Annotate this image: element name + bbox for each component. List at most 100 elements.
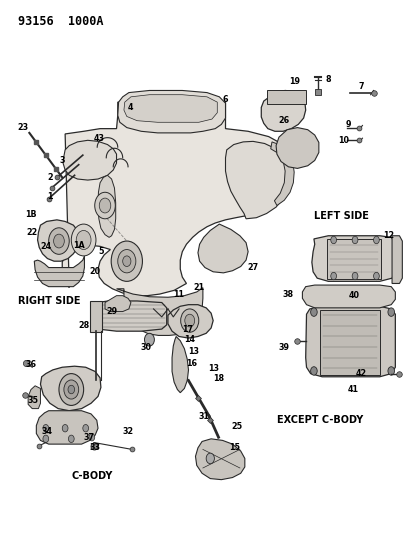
Text: C-BODY: C-BODY (71, 471, 112, 481)
Polygon shape (195, 439, 244, 480)
Circle shape (76, 230, 91, 249)
Circle shape (122, 256, 131, 266)
Text: 21: 21 (193, 283, 204, 292)
Text: 18: 18 (212, 374, 223, 383)
Polygon shape (40, 366, 101, 411)
Text: 93156  1000A: 93156 1000A (18, 14, 103, 28)
Circle shape (68, 435, 74, 442)
FancyBboxPatch shape (327, 239, 380, 279)
Text: 6: 6 (222, 95, 228, 104)
Text: 24: 24 (40, 242, 51, 251)
FancyBboxPatch shape (90, 301, 102, 332)
Circle shape (83, 424, 88, 432)
Circle shape (330, 272, 336, 280)
Text: 38: 38 (282, 289, 293, 298)
Text: 4: 4 (128, 103, 133, 112)
Polygon shape (117, 91, 225, 133)
FancyBboxPatch shape (320, 310, 379, 375)
Circle shape (95, 192, 115, 219)
Circle shape (54, 234, 64, 248)
Text: LEFT SIDE: LEFT SIDE (313, 211, 368, 221)
Circle shape (184, 314, 194, 327)
Polygon shape (36, 411, 98, 444)
Polygon shape (197, 224, 247, 273)
Polygon shape (63, 140, 116, 180)
Text: 40: 40 (348, 291, 359, 300)
Polygon shape (98, 175, 115, 237)
Polygon shape (301, 285, 394, 308)
Circle shape (310, 367, 316, 375)
Text: 19: 19 (288, 77, 299, 86)
Text: 25: 25 (230, 422, 242, 431)
Circle shape (387, 367, 394, 375)
Text: 26: 26 (278, 116, 289, 125)
Text: 20: 20 (89, 268, 100, 276)
Text: 3: 3 (59, 156, 65, 165)
Circle shape (330, 236, 336, 244)
Circle shape (59, 374, 83, 406)
Text: 30: 30 (140, 343, 151, 352)
Circle shape (89, 433, 95, 441)
Polygon shape (261, 91, 305, 131)
Text: 8: 8 (325, 75, 330, 84)
Polygon shape (311, 236, 394, 281)
FancyBboxPatch shape (266, 91, 305, 104)
Circle shape (117, 249, 135, 273)
Polygon shape (168, 305, 213, 338)
Text: 35: 35 (28, 395, 39, 405)
Text: 7: 7 (358, 82, 363, 91)
Text: 9: 9 (345, 120, 351, 129)
Text: EXCEPT C-BODY: EXCEPT C-BODY (276, 415, 362, 425)
Polygon shape (305, 306, 394, 377)
Text: 41: 41 (347, 385, 358, 394)
Text: 13: 13 (207, 364, 218, 373)
Polygon shape (28, 386, 40, 409)
Text: 5: 5 (98, 247, 103, 256)
Text: 2: 2 (47, 173, 52, 182)
Polygon shape (34, 256, 84, 287)
Text: 36: 36 (26, 360, 36, 369)
Text: 22: 22 (26, 228, 38, 237)
Circle shape (43, 435, 49, 442)
Text: 43: 43 (93, 134, 104, 143)
Polygon shape (225, 141, 288, 219)
Circle shape (144, 333, 154, 346)
Circle shape (111, 241, 142, 281)
Polygon shape (62, 102, 291, 296)
Text: 42: 42 (355, 369, 366, 378)
Circle shape (49, 228, 69, 254)
Text: 11: 11 (173, 289, 184, 298)
Circle shape (387, 308, 394, 317)
Text: 1: 1 (47, 192, 52, 201)
Circle shape (68, 385, 74, 394)
Text: 13: 13 (188, 347, 199, 356)
Text: 32: 32 (122, 427, 133, 437)
Polygon shape (93, 301, 166, 331)
Text: 16: 16 (185, 359, 197, 367)
Circle shape (351, 236, 357, 244)
Text: 39: 39 (278, 343, 289, 352)
Text: 17: 17 (181, 325, 192, 334)
Circle shape (351, 272, 357, 280)
Text: 37: 37 (83, 433, 94, 442)
Text: 1B: 1B (25, 210, 37, 219)
Text: 14: 14 (184, 335, 195, 344)
Circle shape (180, 309, 198, 332)
Circle shape (71, 224, 96, 256)
Circle shape (62, 424, 68, 432)
Text: 1A: 1A (73, 241, 84, 250)
Text: 23: 23 (17, 123, 28, 132)
Circle shape (99, 198, 111, 213)
Polygon shape (172, 336, 188, 393)
Polygon shape (275, 127, 318, 168)
Text: 28: 28 (78, 321, 90, 330)
Text: RIGHT SIDE: RIGHT SIDE (18, 296, 80, 306)
Text: 31: 31 (198, 411, 209, 421)
Polygon shape (116, 288, 202, 335)
Text: 15: 15 (229, 443, 240, 453)
Circle shape (373, 272, 378, 280)
Text: 29: 29 (106, 307, 117, 316)
Circle shape (206, 453, 214, 464)
Polygon shape (123, 95, 217, 122)
Circle shape (373, 236, 378, 244)
